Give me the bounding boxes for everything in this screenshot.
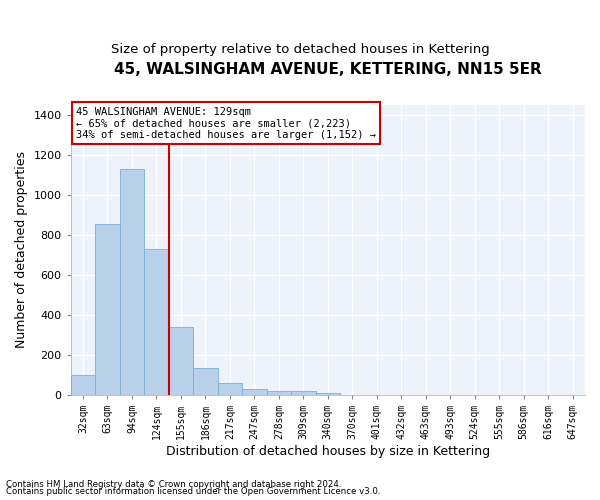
Bar	[95, 224, 119, 394]
Bar	[193, 368, 218, 394]
Bar	[242, 388, 266, 394]
Bar	[291, 391, 316, 394]
Title: 45, WALSINGHAM AVENUE, KETTERING, NN15 5ER: 45, WALSINGHAM AVENUE, KETTERING, NN15 5…	[114, 62, 542, 78]
Bar	[71, 374, 95, 394]
Bar	[316, 392, 340, 394]
Bar	[266, 390, 291, 394]
Bar	[144, 249, 169, 394]
Text: 45 WALSINGHAM AVENUE: 129sqm
← 65% of detached houses are smaller (2,223)
34% of: 45 WALSINGHAM AVENUE: 129sqm ← 65% of de…	[76, 106, 376, 140]
Bar	[119, 169, 144, 394]
Text: Size of property relative to detached houses in Kettering: Size of property relative to detached ho…	[110, 42, 490, 56]
Bar	[169, 327, 193, 394]
Y-axis label: Number of detached properties: Number of detached properties	[15, 152, 28, 348]
Text: Contains HM Land Registry data © Crown copyright and database right 2024.: Contains HM Land Registry data © Crown c…	[6, 480, 341, 489]
X-axis label: Distribution of detached houses by size in Kettering: Distribution of detached houses by size …	[166, 444, 490, 458]
Text: Contains public sector information licensed under the Open Government Licence v3: Contains public sector information licen…	[6, 487, 380, 496]
Bar	[218, 382, 242, 394]
